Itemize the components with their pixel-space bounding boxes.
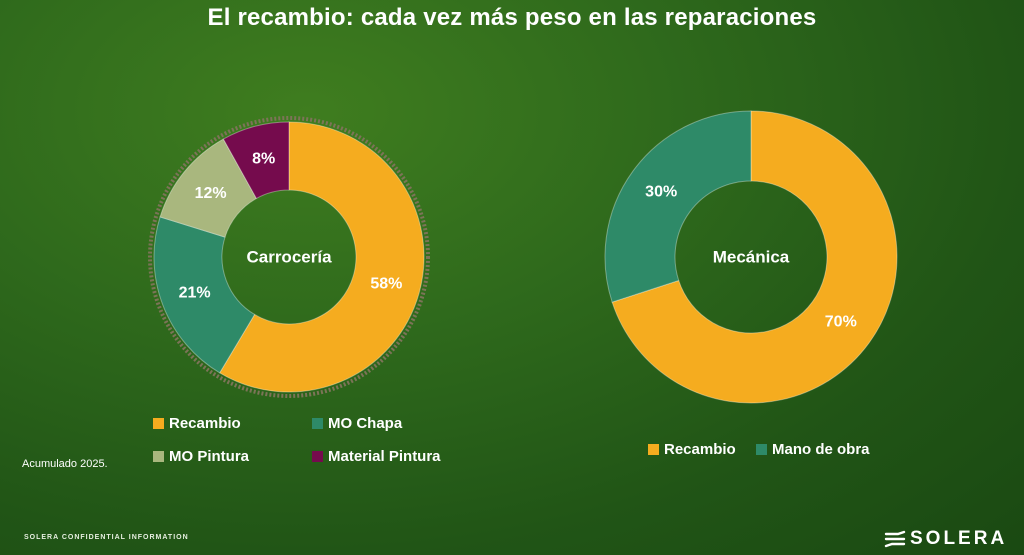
confidential-label: SOLERA CONFIDENTIAL INFORMATION (24, 534, 189, 541)
legend-label: Material Pintura (328, 448, 441, 465)
donut-slice-material-pintura (222, 121, 290, 200)
data-label: 30% (645, 183, 677, 200)
donut-slice-recambio (611, 110, 898, 404)
donut-slice-mo-pintura (159, 138, 258, 238)
donut-chart-carroceria: 58% 21% 12% 8% Carrocería (148, 116, 430, 398)
legend-swatch (153, 451, 164, 462)
legend-item-mo-chapa: MO Chapa (312, 415, 402, 432)
legend-swatch (312, 451, 323, 462)
legend-item-mo-pintura: MO Pintura (153, 448, 249, 465)
legend-item-recambio: Recambio (153, 415, 241, 432)
solera-logo-icon (884, 530, 906, 548)
data-label: 12% (195, 185, 227, 202)
data-label: 21% (179, 285, 211, 302)
legend-swatch (756, 444, 767, 455)
legend-item-material-pintura: Material Pintura (312, 448, 441, 465)
center-label-carroceria: Carrocería (246, 248, 332, 267)
legend-label: Recambio (664, 441, 736, 458)
data-label: 8% (252, 151, 275, 168)
legend-swatch (153, 418, 164, 429)
donut-slice-recambio (218, 121, 425, 393)
legend-swatch (648, 444, 659, 455)
donut-slice-mo-chapa (153, 216, 256, 374)
legend-item-recambio: Recambio (648, 441, 736, 458)
donut-texture-ring (148, 116, 430, 398)
slide-title: El recambio: cada vez más peso en las re… (207, 4, 817, 31)
data-label: 58% (370, 275, 402, 292)
legend-label: Recambio (169, 415, 241, 432)
center-label-mecanica: Mecánica (713, 248, 790, 267)
legend-label: Mano de obra (772, 441, 870, 458)
legend-item-mano-de-obra: Mano de obra (756, 441, 870, 458)
legend-label: MO Pintura (169, 448, 250, 465)
brand-name: SOLERA (910, 528, 1008, 549)
donut-chart-mecanica: 70% 30% Mecánica (604, 110, 898, 404)
footnote: Acumulado 2025. (22, 458, 108, 470)
donut-slice-mano-de-obra (604, 110, 752, 303)
data-label: 70% (825, 314, 857, 331)
legend-swatch (312, 418, 323, 429)
brand-logo: SOLERA (884, 528, 1007, 550)
legend-label: MO Chapa (328, 415, 403, 432)
